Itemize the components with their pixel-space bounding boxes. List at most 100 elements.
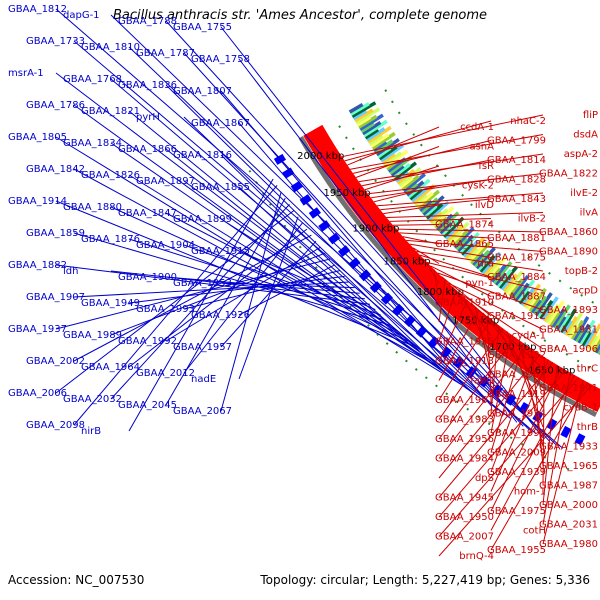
reverse-leader-line bbox=[490, 367, 562, 512]
forward-gene-label: GBAA_1989 bbox=[63, 330, 122, 341]
reverse-gene-label: GBAA_1822 bbox=[539, 169, 598, 180]
feature-tick bbox=[585, 323, 600, 349]
reverse-leader-line bbox=[438, 318, 492, 401]
reverse-gene-label: ilvE-2 bbox=[570, 188, 598, 199]
feature-tick bbox=[442, 216, 465, 238]
reverse-gene-label: dpS bbox=[475, 473, 494, 484]
forward-gene-label: GBAA_1904 bbox=[136, 240, 195, 251]
feature-tick bbox=[360, 122, 376, 134]
reverse-gene-label: GBAA_1910 bbox=[435, 298, 494, 309]
reverse-leader-line bbox=[438, 279, 446, 323]
reverse-gene-label: GBAA_1984 bbox=[435, 454, 494, 465]
reverse-gene-label: ccdA-1 bbox=[460, 122, 494, 133]
feature-tick bbox=[388, 155, 413, 175]
forward-gene-label: GBAA_1907 bbox=[26, 292, 85, 303]
reverse-gene-label: brnQ-4 bbox=[459, 551, 494, 562]
feature-tick bbox=[394, 170, 409, 183]
reverse-leader-line bbox=[542, 364, 558, 506]
feature-tick bbox=[494, 271, 507, 286]
feature-tick bbox=[500, 276, 513, 291]
feature-tick bbox=[477, 257, 490, 271]
feature-tick bbox=[542, 307, 555, 322]
feature-tick bbox=[510, 274, 530, 299]
forward-gene-label: GBAA_1867 bbox=[191, 118, 250, 129]
reverse-leader-line bbox=[438, 369, 567, 518]
forward-leader-line bbox=[165, 276, 360, 294]
forward-leader-line bbox=[55, 258, 331, 330]
reverse-leader-line bbox=[490, 351, 537, 473]
feature-tick bbox=[532, 295, 548, 315]
feature-tick bbox=[553, 304, 571, 329]
forward-leader-line bbox=[165, 197, 286, 406]
forward-leader-line bbox=[110, 206, 409, 342]
feature-tick bbox=[574, 327, 586, 343]
forward-leader-line bbox=[55, 8, 564, 449]
reverse-leader-line bbox=[463, 296, 492, 356]
forward-gene-label: GBAA_2045 bbox=[118, 400, 177, 411]
reverse-gene-label: cysK-2 bbox=[462, 181, 494, 192]
feature-tick bbox=[393, 161, 417, 181]
reverse-gene-label: hom-1 bbox=[514, 487, 546, 498]
forward-leader-line bbox=[238, 122, 468, 390]
feature-tick bbox=[368, 134, 384, 146]
feature-tick bbox=[578, 319, 596, 345]
feature-tick bbox=[458, 232, 480, 254]
reverse-gene-label: GBAA_1983 bbox=[435, 415, 494, 426]
scale-label: 2000 kbp bbox=[297, 151, 344, 162]
feature-tick bbox=[399, 176, 414, 189]
feature-tick bbox=[456, 234, 474, 253]
feature-tick bbox=[357, 114, 378, 129]
forward-gene-label: GBAA_1834 bbox=[63, 138, 122, 149]
reverse-leader-line bbox=[364, 165, 440, 191]
reverse-leader-line bbox=[377, 192, 544, 207]
feature-tick bbox=[409, 188, 423, 201]
forward-leader-line bbox=[165, 84, 499, 411]
feature-tick bbox=[364, 128, 380, 140]
feature-tick bbox=[356, 115, 372, 127]
reverse-gene-label: thrB bbox=[577, 422, 598, 433]
forward-gene-label: GBAA_1957 bbox=[173, 342, 232, 353]
reverse-leader-line bbox=[438, 337, 516, 440]
feature-tick bbox=[378, 145, 398, 161]
reverse-leader-line bbox=[396, 228, 544, 233]
forward-gene-label: GBAA_1992 bbox=[118, 336, 177, 347]
forward-gene-label: GBAA_1768 bbox=[63, 74, 122, 85]
feature-tick bbox=[353, 108, 374, 123]
reverse-leader-line bbox=[347, 126, 440, 166]
feature-tick bbox=[570, 319, 585, 340]
reverse-gene-label: GBAA_1955 bbox=[487, 545, 546, 556]
feature-tick bbox=[435, 213, 454, 231]
reverse-gene-label: GBAA_1874 bbox=[435, 220, 494, 231]
reverse-gene-label: GBAA_2031 bbox=[539, 520, 598, 531]
feature-tick bbox=[432, 206, 455, 227]
forward-leader-line bbox=[165, 246, 321, 342]
forward-leader-line bbox=[110, 204, 290, 400]
feature-tick bbox=[572, 316, 590, 341]
feature-tick bbox=[508, 278, 524, 297]
forward-gene-label: ldh bbox=[63, 266, 78, 277]
forward-gene-label: GBAA_2006 bbox=[8, 388, 67, 399]
reverse-leader-line bbox=[355, 146, 440, 178]
forward-leader-line bbox=[110, 14, 557, 446]
reverse-gene-label: dra bbox=[477, 259, 494, 270]
reverse-gene-label: GBAA_1956 bbox=[435, 434, 494, 445]
feature-tick bbox=[576, 323, 591, 344]
forward-leader-line bbox=[238, 264, 336, 316]
reverse-gene-label: ilvD bbox=[475, 200, 494, 211]
forward-leader-line bbox=[73, 232, 392, 327]
forward-gene-label: pyrH bbox=[136, 112, 160, 123]
forward-leader-line bbox=[183, 222, 303, 374]
feature-tick bbox=[464, 237, 486, 260]
feature-tick bbox=[555, 315, 567, 331]
reverse-gene-label: acpD bbox=[572, 286, 598, 297]
reverse-leader-line bbox=[490, 342, 524, 453]
forward-gene-label: GBAA_1876 bbox=[81, 234, 140, 245]
feature-tick bbox=[367, 125, 392, 144]
reverse-leader-line bbox=[542, 372, 571, 525]
genome-summary-text: Topology: circular; Length: 5,227,419 bp… bbox=[260, 573, 590, 587]
forward-leader-line bbox=[183, 270, 340, 310]
reverse-leader-line bbox=[471, 302, 544, 369]
feature-tick bbox=[544, 304, 560, 324]
feature-tick bbox=[568, 323, 579, 339]
feature-tick bbox=[563, 316, 578, 336]
